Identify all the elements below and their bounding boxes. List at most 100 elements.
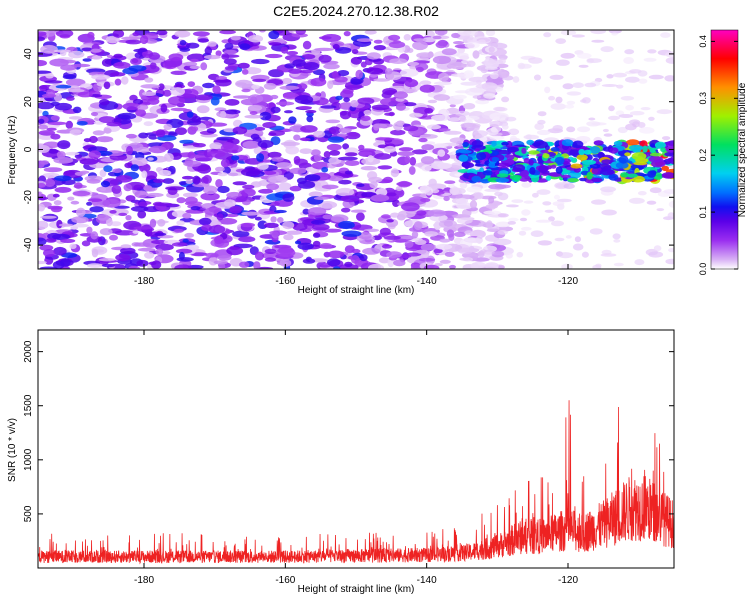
heatmap-cell bbox=[182, 238, 189, 243]
heatmap-cell bbox=[505, 252, 513, 259]
heatmap-cell bbox=[205, 252, 219, 258]
heatmap-cell bbox=[264, 53, 283, 59]
heatmap-cell bbox=[368, 263, 384, 269]
heatmap-cell bbox=[271, 156, 284, 162]
heatmap-cell bbox=[590, 30, 606, 35]
heatmap-cell bbox=[132, 230, 139, 234]
heatmap-cell bbox=[215, 179, 223, 188]
heatmap-cell bbox=[257, 140, 274, 148]
heatmap-cell bbox=[38, 60, 47, 67]
heatmap-cell bbox=[382, 88, 398, 96]
heatmap-cell bbox=[330, 214, 349, 223]
heatmap-cell bbox=[232, 95, 252, 99]
heatmap-cell bbox=[163, 153, 174, 162]
heatmap-cell bbox=[608, 115, 620, 121]
heatmap-cell bbox=[240, 222, 256, 228]
heatmap-cell bbox=[558, 252, 574, 259]
heatmap-cell bbox=[277, 217, 284, 223]
heatmap-cell bbox=[356, 212, 365, 222]
heatmap-cell bbox=[120, 247, 136, 255]
heatmap-cell bbox=[408, 166, 416, 175]
heatmap-cell bbox=[625, 123, 637, 131]
heatmap-cell bbox=[71, 216, 89, 224]
heatmap-cell bbox=[490, 72, 499, 80]
heatmap-cell bbox=[38, 260, 47, 265]
heatmap-cell bbox=[109, 234, 118, 241]
heatmap-cell bbox=[121, 36, 141, 40]
heatmap-cell bbox=[151, 239, 168, 245]
heatmap-cell bbox=[54, 102, 72, 111]
heatmap-cell bbox=[134, 190, 148, 199]
heatmap-cell bbox=[47, 121, 67, 126]
heatmap-cell bbox=[163, 123, 173, 130]
heatmap-cell bbox=[356, 38, 373, 42]
heatmap-cell bbox=[302, 40, 312, 50]
heatmap-cell bbox=[572, 140, 584, 149]
heatmap-cell bbox=[629, 197, 645, 204]
heatmap-cell bbox=[511, 199, 524, 204]
heatmap-cell bbox=[404, 79, 419, 88]
heatmap-cell bbox=[275, 162, 293, 169]
heatmap-cell bbox=[484, 188, 500, 192]
heatmap-cell bbox=[145, 192, 164, 198]
heatmap-cell bbox=[649, 148, 656, 153]
heatmap-cell bbox=[350, 56, 362, 65]
heatmap-cell bbox=[137, 210, 147, 219]
heatmap-cell bbox=[448, 117, 460, 122]
heatmap-cell bbox=[75, 207, 86, 217]
heatmap-cell bbox=[207, 41, 217, 47]
heatmap-cell bbox=[165, 186, 185, 191]
heatmap-cell bbox=[383, 235, 401, 240]
heatmap-cell bbox=[167, 96, 186, 106]
heatmap-cell bbox=[126, 145, 133, 155]
heatmap-cell bbox=[162, 89, 172, 97]
heatmap-cell bbox=[380, 97, 400, 107]
heatmap-cell bbox=[184, 232, 195, 238]
heatmap-cell bbox=[133, 226, 153, 230]
heatmap-cell bbox=[408, 61, 420, 66]
heatmap-cell bbox=[327, 258, 341, 267]
heatmap-cell bbox=[122, 102, 141, 111]
heatmap-cell bbox=[252, 78, 267, 83]
heatmap-cell bbox=[600, 186, 617, 193]
heatmap-cell bbox=[431, 114, 450, 122]
heatmap-cell bbox=[591, 39, 605, 43]
heatmap-cell bbox=[204, 46, 212, 55]
heatmap-cell bbox=[401, 202, 420, 212]
heatmap-cell bbox=[47, 232, 61, 240]
heatmap-cell bbox=[469, 200, 478, 209]
heatmap-cell bbox=[38, 130, 56, 136]
x-tick-label: -180 bbox=[134, 276, 154, 287]
heatmap-cell bbox=[571, 34, 586, 38]
heatmap-cell bbox=[475, 84, 490, 89]
heatmap-cell bbox=[495, 226, 514, 232]
heatmap-cell bbox=[56, 219, 63, 229]
heatmap-cell bbox=[239, 261, 250, 268]
heatmap-cell bbox=[625, 104, 634, 111]
heatmap-cell bbox=[121, 76, 129, 85]
heatmap-cell bbox=[536, 129, 551, 136]
heatmap-cell bbox=[125, 195, 136, 202]
heatmap-cell bbox=[335, 47, 352, 54]
heatmap-cell bbox=[495, 162, 511, 167]
heatmap-cell bbox=[422, 37, 437, 43]
heatmap-cell bbox=[472, 192, 482, 199]
heatmap-cell bbox=[267, 151, 282, 159]
heatmap-cell bbox=[600, 46, 614, 53]
heatmap-cell bbox=[444, 251, 455, 257]
heatmap-cell bbox=[259, 30, 266, 33]
heatmap-cell bbox=[294, 240, 302, 245]
heatmap-cell bbox=[38, 145, 50, 153]
heatmap-cell bbox=[491, 140, 497, 147]
heatmap-panel: -180 -160 -140 -120 -40 -20 0 20 40 Height of s… bbox=[7, 29, 675, 296]
heatmap-cell bbox=[437, 149, 446, 157]
heatmap-cell bbox=[153, 178, 165, 183]
heatmap-cell bbox=[254, 251, 265, 261]
heatmap-cell bbox=[187, 151, 196, 159]
heatmap-cell bbox=[649, 187, 662, 194]
heatmap-cell bbox=[222, 142, 234, 150]
heatmap-cell bbox=[431, 188, 440, 194]
heatmap-cell bbox=[432, 35, 442, 40]
heatmap-cell bbox=[527, 150, 540, 155]
